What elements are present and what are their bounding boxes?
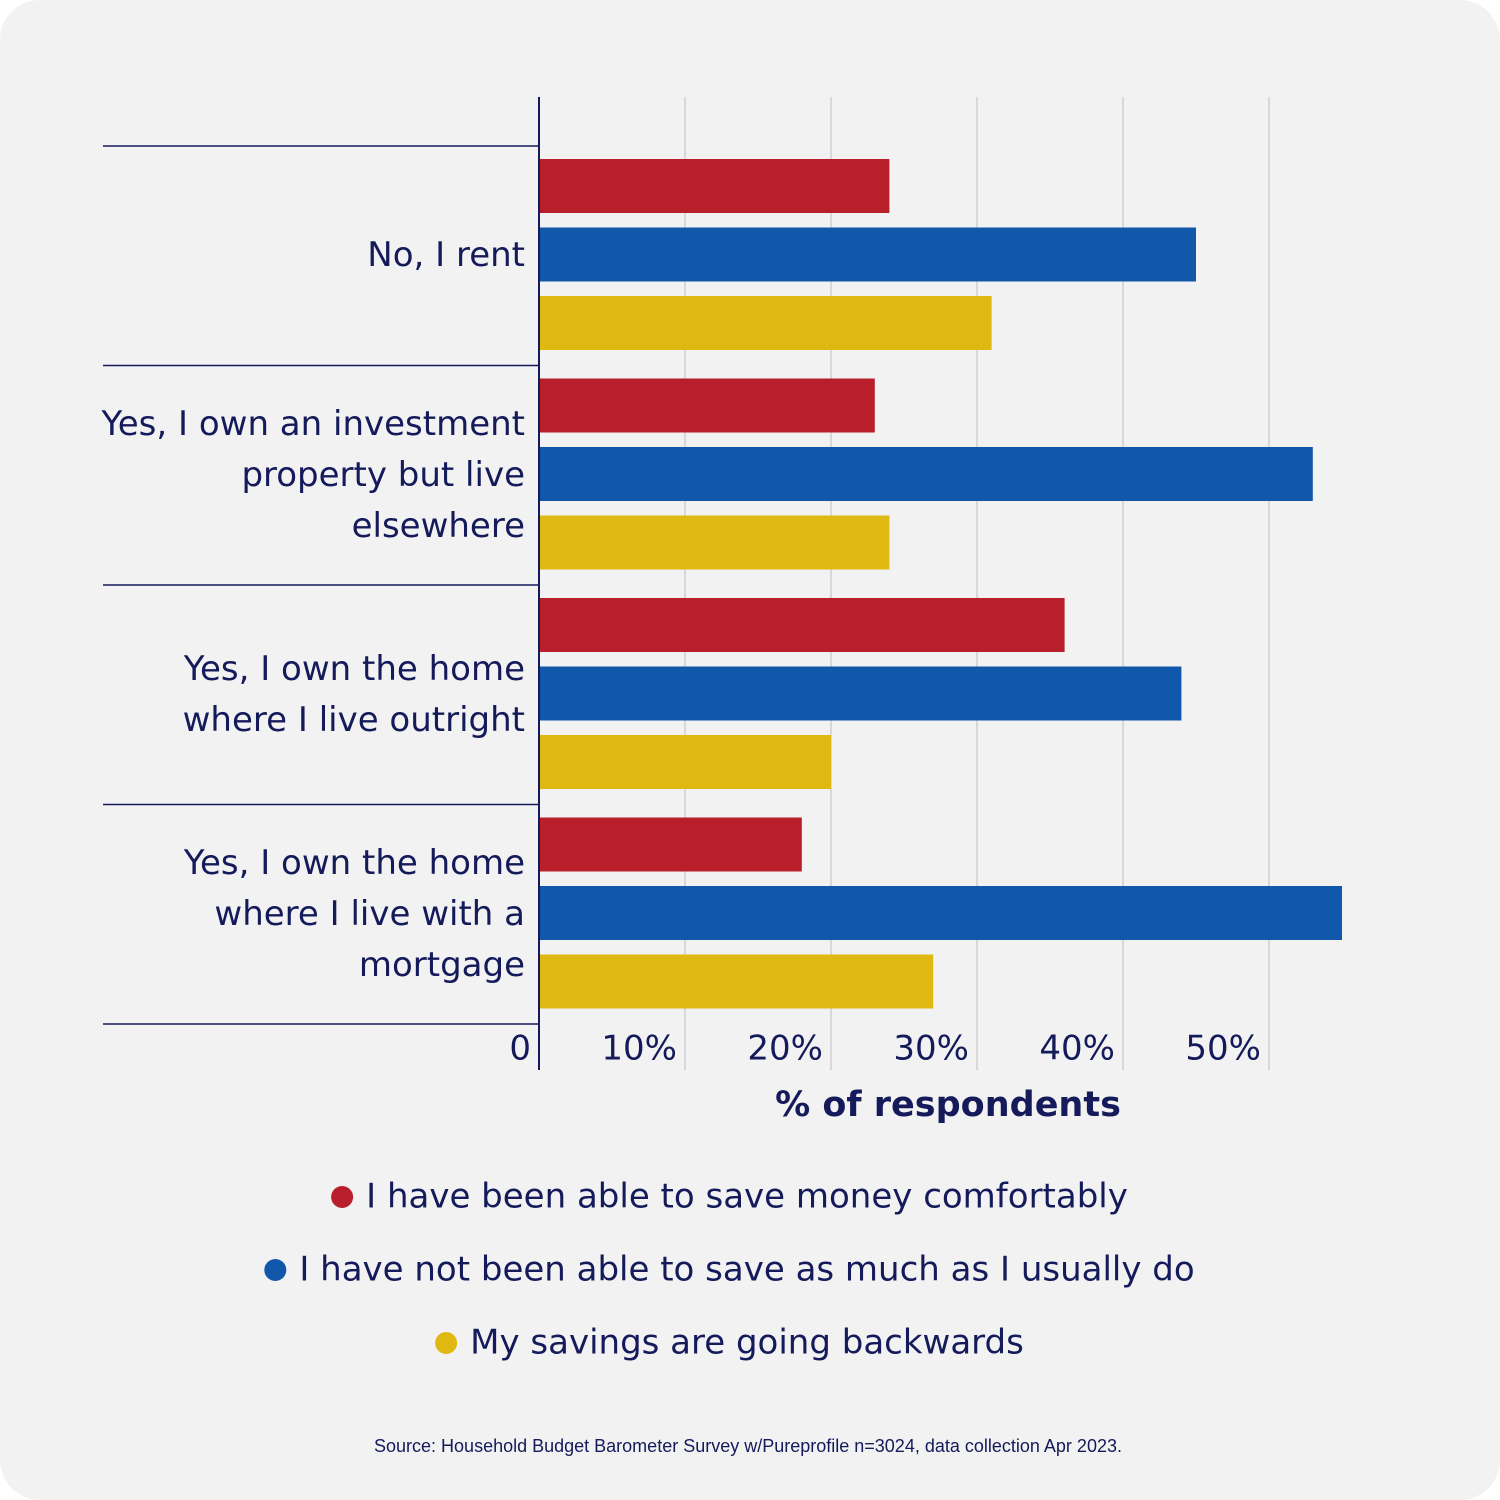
x-tick-label: 40% <box>1039 1029 1115 1069</box>
legend-label: My savings are going backwards <box>470 1323 1024 1363</box>
x-tick-label: 30% <box>893 1029 969 1069</box>
bar <box>539 447 1313 501</box>
bar <box>539 159 890 213</box>
bar <box>539 515 890 570</box>
x-tick-label: 20% <box>747 1029 823 1069</box>
legend-label: I have not been able to save as much as … <box>299 1250 1194 1290</box>
legend-marker <box>331 1186 354 1208</box>
bar <box>539 227 1196 282</box>
legend-marker <box>435 1332 458 1354</box>
source: Source: Household Budget Barometer Surve… <box>374 1436 1122 1456</box>
bar <box>539 817 802 872</box>
y-tick-label: Yes, I own the home where I live outrigh… <box>182 648 525 740</box>
legend-label: I have been able to save money comfortab… <box>366 1177 1128 1217</box>
x-axis-title: % of respondents <box>775 1085 1121 1125</box>
bar <box>539 296 992 350</box>
x-tick-label: 50% <box>1185 1029 1261 1069</box>
x-tick-label: 10% <box>601 1029 677 1069</box>
bar <box>539 735 831 789</box>
bar <box>539 954 934 1009</box>
y-tick-label: Yes, I own an investment property but li… <box>101 403 526 546</box>
bar <box>539 598 1065 652</box>
x-tick-label: 0 <box>509 1029 531 1069</box>
y-tick-label: Yes, I own the home where I live with a … <box>183 842 525 985</box>
bar <box>539 886 1342 940</box>
bar <box>539 378 875 433</box>
legend-marker <box>264 1259 287 1281</box>
y-tick-label: No, I rent <box>367 235 525 276</box>
bar <box>539 666 1182 721</box>
